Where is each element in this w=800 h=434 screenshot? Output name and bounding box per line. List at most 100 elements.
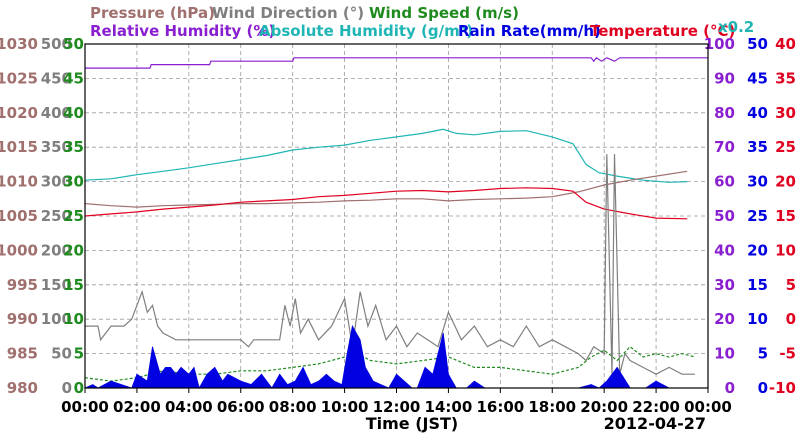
y-tick-label-pressure: 1000 [0, 241, 38, 259]
y-tick-label-wind-direction: 350 [41, 138, 72, 156]
grid [85, 44, 708, 388]
legend-temperature: Temperature (°C) [590, 22, 735, 40]
y-tick-label-pressure: 985 [7, 345, 38, 363]
y-tick-label-rain-rate: 15 [747, 276, 768, 294]
y-tick-label-pressure: 990 [7, 310, 38, 328]
y-tick-label-temperature: 15 [775, 207, 796, 225]
y-tick-label-wind-speed: 30 [63, 173, 84, 191]
y-tick-label-wind-direction: 450 [41, 69, 72, 87]
plot-frame [84, 43, 709, 389]
series-group [84, 56, 708, 390]
x-tick-label: 10:00 [321, 398, 369, 416]
y-tick-label-pressure: 1030 [0, 35, 38, 53]
x-tick-label: 08:00 [269, 398, 317, 416]
y-tick-label-pressure: 1010 [0, 173, 38, 191]
y-tick-label-relative-humidity: 10 [714, 345, 735, 363]
y-tick-label-rain-rate: 45 [747, 69, 768, 87]
y-tick-label-relative-humidity: 20 [714, 310, 735, 328]
legend-scale-note: x0.2 [718, 18, 754, 36]
x-tick-label: 00:00 [684, 398, 732, 416]
x-tick-label: 12:00 [373, 398, 421, 416]
legend-row-2: Relative Humidity (%) Absolute Humidity … [90, 18, 754, 40]
y-tick-label-temperature: 40 [775, 35, 796, 53]
legend-wind-speed: Wind Speed (m/s) [369, 4, 519, 22]
y-tick-label-pressure: 1015 [0, 138, 38, 156]
legend-relative-humidity: Relative Humidity (%) [90, 22, 275, 40]
x-tick-label: 00:00 [61, 398, 109, 416]
y-tick-label-wind-direction: 500 [41, 35, 72, 53]
y-tick-label-wind-speed: 20 [63, 241, 84, 259]
x-tick-label: 16:00 [476, 398, 524, 416]
y-tick-label-relative-humidity: 100 [704, 35, 735, 53]
x-tick-label: 18:00 [528, 398, 576, 416]
y-tick-label-relative-humidity: 0 [725, 379, 735, 397]
y-tick-label-wind-direction: 400 [41, 104, 72, 122]
y-tick-label-pressure: 1025 [0, 69, 38, 87]
y-axes: 1030102510201015101010051000995990985980… [0, 35, 796, 397]
y-tick-label-pressure: 1020 [0, 104, 38, 122]
legend-rain-rate: Rain Rate(mm/h) [458, 22, 601, 40]
y-tick-label-wind-direction: 200 [41, 241, 72, 259]
x-tick-label: 04:00 [165, 398, 213, 416]
y-tick-label-temperature: 5 [786, 276, 796, 294]
y-tick-label-wind-direction: 250 [41, 207, 72, 225]
y-tick-label-relative-humidity: 80 [714, 104, 735, 122]
x-axis-title: Time (JST) [366, 414, 459, 433]
y-tick-label-relative-humidity: 90 [714, 69, 735, 87]
y-tick-label-pressure: 1005 [0, 207, 38, 225]
x-tick-label: 06:00 [217, 398, 265, 416]
y-tick-label-wind-speed: 45 [63, 69, 84, 87]
y-tick-label-temperature: -5 [779, 345, 796, 363]
legend-row-1: Pressure (hPa) Wind Direction (°) Wind S… [90, 4, 519, 22]
y-tick-label-relative-humidity: 60 [714, 173, 735, 191]
date-label: 2012-04-27 [604, 414, 706, 433]
y-tick-label-rain-rate: 5 [758, 345, 768, 363]
y-tick-label-wind-speed: 5 [74, 345, 84, 363]
y-tick-label-wind-direction: 150 [41, 276, 72, 294]
legend-absolute-humidity: Absolute Humidity (g/m³) [259, 22, 473, 40]
y-tick-label-rain-rate: 50 [747, 35, 768, 53]
y-tick-label-pressure: 980 [7, 379, 38, 397]
x-tick-label: 02:00 [113, 398, 161, 416]
y-tick-label-temperature: 20 [775, 173, 796, 191]
x-tick-label: 14:00 [425, 398, 473, 416]
y-tick-label-temperature: 0 [786, 310, 796, 328]
legend-pressure: Pressure (hPa) [90, 4, 215, 22]
y-tick-label-wind-speed: 40 [63, 104, 84, 122]
y-tick-label-rain-rate: 30 [747, 173, 768, 191]
y-tick-label-relative-humidity: 70 [714, 138, 735, 156]
y-tick-label-pressure: 995 [7, 276, 38, 294]
y-tick-label-rain-rate: 20 [747, 241, 768, 259]
y-tick-label-rain-rate: 40 [747, 104, 768, 122]
y-tick-label-rain-rate: 0 [758, 379, 768, 397]
y-tick-label-temperature: 25 [775, 138, 796, 156]
series-relative-humidity [85, 56, 708, 69]
y-tick-label-wind-speed: 0 [74, 379, 84, 397]
y-tick-label-temperature: 10 [775, 241, 796, 259]
series-wind-direction [85, 154, 695, 375]
y-tick-label-rain-rate: 25 [747, 207, 768, 225]
y-tick-label-wind-speed: 15 [63, 276, 84, 294]
y-tick-label-temperature: -10 [769, 379, 796, 397]
y-tick-label-relative-humidity: 30 [714, 276, 735, 294]
y-tick-label-wind-direction: 100 [41, 310, 72, 328]
y-tick-label-rain-rate: 35 [747, 138, 768, 156]
series-pressure-hpa [84, 170, 688, 208]
series-absolute-humidity-g-m [84, 128, 688, 183]
y-tick-label-relative-humidity: 40 [714, 241, 735, 259]
y-tick-label-wind-speed: 50 [63, 35, 84, 53]
series-rain-rate-mm-h [84, 324, 696, 390]
y-tick-label-rain-rate: 10 [747, 310, 768, 328]
y-tick-label-wind-speed: 10 [63, 310, 84, 328]
y-tick-label-wind-direction: 50 [51, 345, 72, 363]
y-tick-label-wind-speed: 35 [63, 138, 84, 156]
legend-wind-direction: Wind Direction (°) [212, 4, 364, 22]
y-tick-label-wind-direction: 300 [41, 173, 72, 191]
y-tick-label-wind-direction: 0 [62, 379, 72, 397]
y-tick-label-relative-humidity: 50 [714, 207, 735, 225]
y-tick-label-temperature: 35 [775, 69, 796, 87]
series-temperature-c [84, 187, 688, 220]
y-tick-label-temperature: 30 [775, 104, 796, 122]
